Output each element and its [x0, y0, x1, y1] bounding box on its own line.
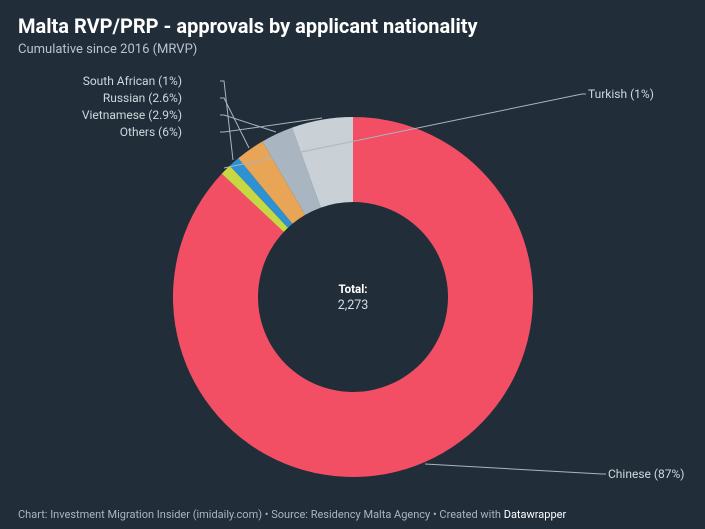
- leader-line: [425, 464, 606, 474]
- chart-subtitle: Cumulative since 2016 (MRVP): [18, 42, 687, 57]
- slice-label: Chinese (87%): [608, 467, 684, 481]
- slice-label: Others (6%): [120, 125, 182, 139]
- footer-text: Chart: Investment Migration Insider (imi…: [18, 508, 504, 521]
- chart-footer: Chart: Investment Migration Insider (imi…: [18, 508, 566, 521]
- leader-line: [220, 81, 233, 160]
- slice-label: Russian (2.6%): [103, 91, 182, 105]
- center-label: Total: 2,273: [303, 281, 403, 315]
- center-total-value: 2,273: [303, 297, 403, 315]
- slice-label: Vietnamese (2.9%): [82, 108, 182, 122]
- chart-area: Total: 2,273 Chinese (87%) Turkish (1%) So…: [18, 67, 687, 487]
- center-total-label: Total:: [303, 281, 403, 297]
- slice-label: Turkish (1%): [588, 87, 654, 101]
- slice-label: South African (1%): [83, 74, 182, 88]
- chart-container: Malta RVP/PRP - approvals by applicant n…: [0, 0, 705, 529]
- footer-brand: Datawrapper: [504, 508, 566, 521]
- chart-title: Malta RVP/PRP - approvals by applicant n…: [18, 14, 687, 38]
- leader-line: [220, 98, 249, 148]
